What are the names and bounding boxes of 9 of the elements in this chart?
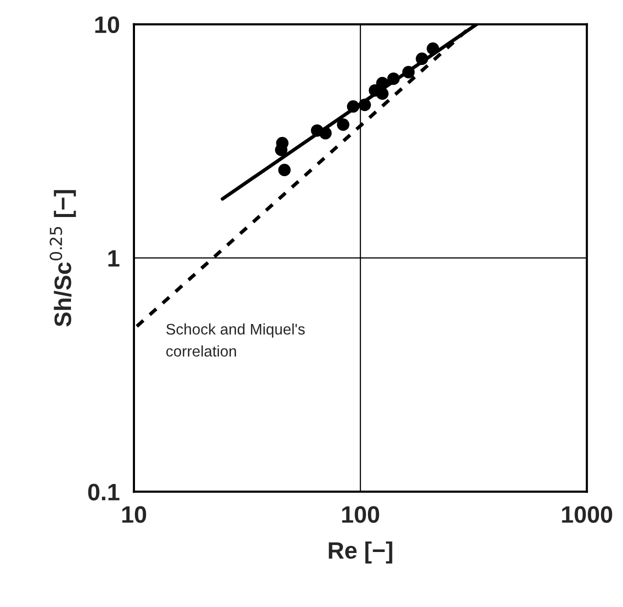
y-tick-label: 0.1	[88, 484, 120, 500]
annotation: Schock and Miquel's correlation	[166, 323, 305, 357]
y-tick-label: 10	[95, 16, 120, 34]
x-tick-label: 100	[342, 506, 380, 523]
x-axis-title: Re [−]	[328, 541, 392, 564]
x-tick-label: 10	[122, 506, 146, 523]
x-tick-label: 1000	[562, 506, 612, 523]
y-tick-label: 1	[108, 250, 120, 267]
y-axis-title: Sh/Sc$^{0.25}$ [−]	[50, 190, 76, 327]
